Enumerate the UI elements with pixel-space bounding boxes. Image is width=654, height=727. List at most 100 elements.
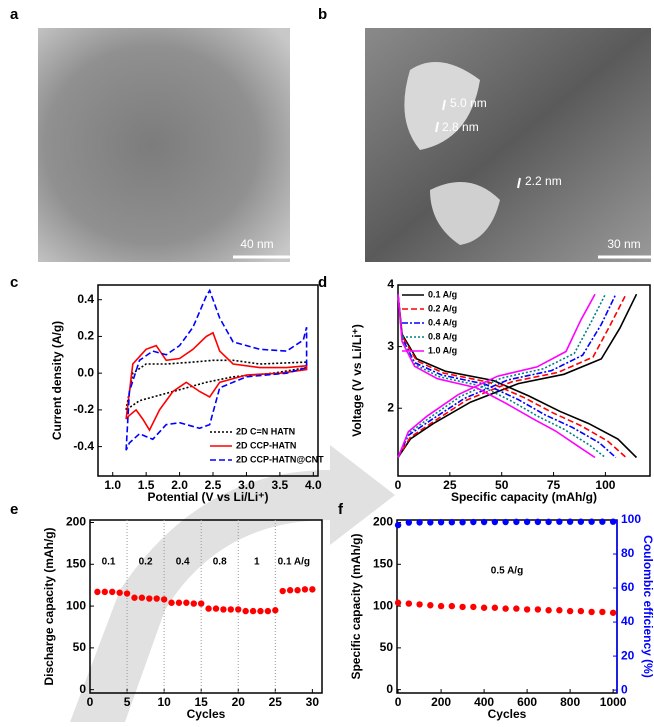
lattice-marker: [442, 99, 446, 111]
data-point: [427, 519, 434, 526]
y-axis-label: Specific capacity (mAh/g): [349, 533, 363, 679]
tem-hole: [404, 62, 480, 150]
lattice-marker: [435, 121, 439, 133]
data-point: [523, 518, 531, 526]
watermark: [70, 445, 395, 722]
tem-image-b: [365, 28, 651, 262]
x-tick-label: 1.5: [138, 478, 155, 492]
data-point: [545, 607, 552, 614]
annotation: 0.2: [139, 557, 153, 568]
data-point: [599, 518, 606, 525]
y-tick-label: 4: [387, 277, 394, 291]
data-point: [205, 605, 212, 612]
x-tick-label: 0: [395, 478, 402, 492]
x-tick-label: 1000: [600, 695, 627, 709]
x-axis-label: Cycles: [187, 707, 226, 721]
data-point: [480, 604, 488, 611]
x-tick-label: 1.0: [104, 478, 121, 492]
legend-label: 1.0 A/g: [428, 345, 457, 355]
x-tick-label: 0: [395, 695, 402, 709]
data-point: [609, 609, 617, 616]
annotation: 1: [254, 557, 260, 568]
y2-tick-label: 80: [621, 546, 635, 560]
data-point: [131, 594, 138, 601]
data-point: [416, 519, 423, 526]
data-point: [480, 518, 488, 526]
data-line: [397, 293, 638, 459]
data-point: [175, 599, 183, 606]
y2-tick-label: 20: [621, 648, 635, 662]
data-line: [397, 293, 627, 459]
lattice-label: 2.8 nm: [442, 120, 479, 134]
data-point: [405, 519, 413, 526]
lattice-label: 2.2 nm: [525, 174, 562, 188]
x-tick-label: 3.5: [272, 478, 289, 492]
data-point: [534, 606, 542, 613]
data-point: [168, 599, 175, 606]
annotation: 0.1: [102, 557, 116, 568]
y-tick-label: 0: [386, 682, 393, 696]
y-axis-label: Current density (A/g): [50, 321, 64, 440]
x-tick-label: 25: [443, 478, 457, 492]
panel-letter: c: [10, 274, 18, 291]
data-line: [125, 331, 308, 432]
y-tick-label: 0.4: [77, 292, 94, 306]
data-point: [491, 604, 499, 611]
y-tick-label: 0.2: [77, 329, 94, 343]
y-axis-label: Voltage (V vs Li/Li⁺): [350, 324, 364, 437]
y-tick-label: 2: [387, 400, 394, 414]
data-point: [588, 518, 595, 525]
annotation: 0.8: [213, 557, 227, 568]
legend-label: 0.4 A/g: [428, 317, 457, 327]
data-point: [405, 600, 413, 607]
x-axis-label: Cycles: [488, 707, 527, 721]
data-point: [502, 518, 509, 526]
data-point: [556, 607, 563, 614]
data-point: [437, 602, 445, 610]
data-point: [286, 587, 294, 594]
x-tick-label: 2.0: [171, 478, 188, 492]
data-point: [448, 519, 456, 526]
y-tick-label: 0: [79, 682, 86, 696]
y-tick-label: -0.2: [73, 402, 94, 416]
data-point: [101, 588, 109, 596]
data-point: [459, 603, 466, 611]
y-tick-label: 150: [373, 556, 393, 570]
panel-letter: e: [10, 501, 18, 518]
data-point: [116, 589, 123, 596]
data-point: [197, 600, 205, 607]
data-point: [309, 586, 316, 593]
data-point: [183, 599, 190, 606]
y2-tick-label: 60: [621, 580, 635, 594]
data-line: [125, 288, 308, 451]
plot-frame: [97, 284, 319, 477]
data-point: [235, 606, 242, 613]
data-point: [212, 605, 220, 612]
data-point: [257, 607, 264, 615]
data-point: [588, 608, 595, 616]
data-point: [566, 607, 574, 615]
data-point: [294, 587, 301, 594]
data-point: [138, 594, 146, 601]
annotation: 0.1 A/g: [278, 557, 310, 568]
y-axis-label: Discharge capacity (mAh/g): [42, 527, 56, 685]
panel-letter: a: [10, 6, 19, 23]
data-point: [264, 607, 272, 615]
annotation: 0.4: [176, 557, 190, 568]
data-point: [279, 587, 286, 595]
legend-label: 0.8 A/g: [428, 331, 457, 341]
data-line: [397, 293, 596, 459]
tem-image-a: [38, 28, 290, 262]
legend-label: 2D C=N HATN: [236, 426, 295, 436]
data-point: [513, 605, 520, 612]
y2-axis-label: Coulombic efficiency (%): [641, 535, 654, 678]
lattice-marker: [517, 177, 521, 189]
data-point: [470, 603, 477, 611]
data-point: [523, 606, 531, 613]
y2-tick-label: 40: [621, 614, 635, 628]
tem-hole: [430, 182, 500, 245]
data-point: [577, 607, 585, 615]
data-point: [394, 599, 402, 606]
data-point: [190, 600, 197, 607]
